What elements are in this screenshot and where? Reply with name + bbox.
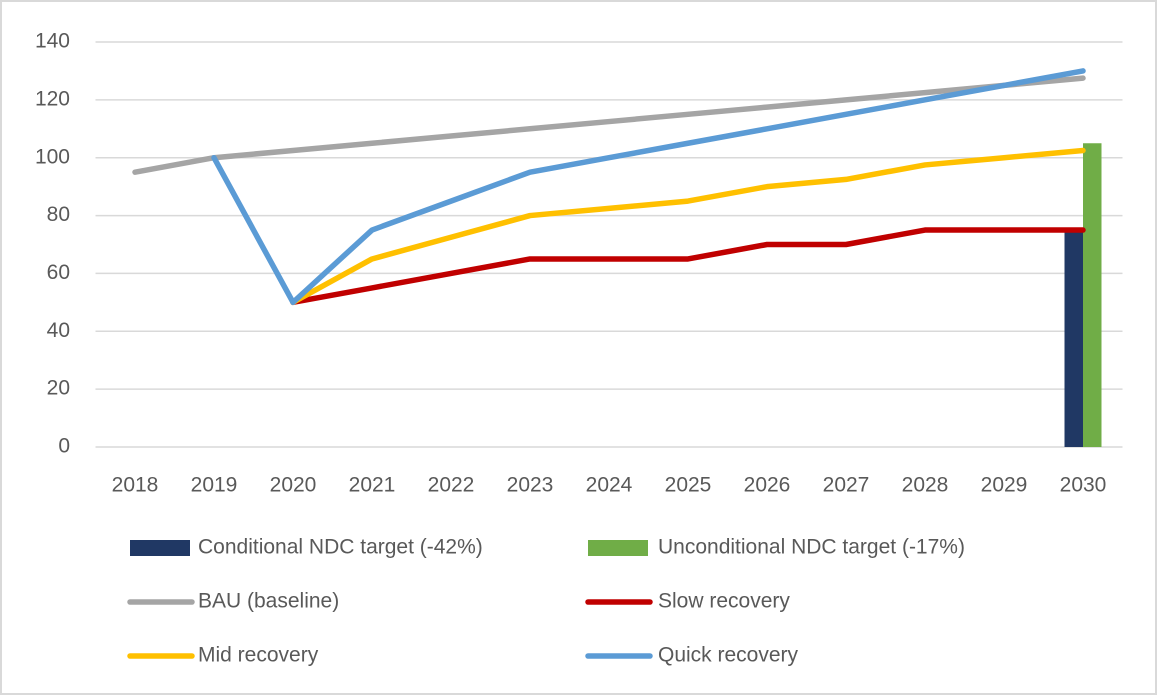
line-series	[132, 75, 1086, 175]
legend-label: Conditional NDC target (-42%)	[198, 536, 483, 559]
x-tick-label: 2029	[981, 474, 1028, 497]
y-tick-label: 40	[47, 319, 70, 342]
x-tick-label: 2021	[349, 474, 396, 497]
y-tick-label: 0	[58, 435, 70, 458]
bar	[1083, 143, 1102, 447]
legend-label: Slow recovery	[658, 590, 790, 613]
legend-label: Unconditional NDC target (-17%)	[658, 536, 965, 559]
line-series	[290, 147, 1086, 306]
x-tick-label: 2018	[112, 474, 159, 497]
y-tick-label: 120	[35, 87, 70, 110]
legend-label: Quick recovery	[658, 644, 799, 667]
x-tick-label: 2025	[665, 474, 712, 497]
x-tick-label: 2027	[823, 474, 870, 497]
x-tick-label: 2019	[191, 474, 238, 497]
line-series	[290, 227, 1086, 306]
x-tick-label: 2023	[507, 474, 554, 497]
legend-label: Mid recovery	[198, 644, 319, 667]
legend-marker	[588, 540, 648, 556]
x-tick-label: 2026	[744, 474, 791, 497]
x-tick-label: 2028	[902, 474, 949, 497]
x-tick-label: 2022	[428, 474, 475, 497]
y-tick-label: 140	[35, 30, 70, 53]
y-tick-label: 60	[47, 261, 70, 284]
y-tick-label: 20	[47, 377, 70, 400]
legend-marker	[130, 540, 190, 556]
y-tick-label: 80	[47, 203, 70, 226]
x-tick-label: 2030	[1060, 474, 1107, 497]
bar	[1064, 230, 1083, 447]
legend-label: BAU (baseline)	[198, 590, 339, 613]
x-tick-label: 2024	[586, 474, 633, 497]
y-tick-label: 100	[35, 145, 70, 168]
line-series	[211, 68, 1086, 306]
x-tick-label: 2020	[270, 474, 317, 497]
